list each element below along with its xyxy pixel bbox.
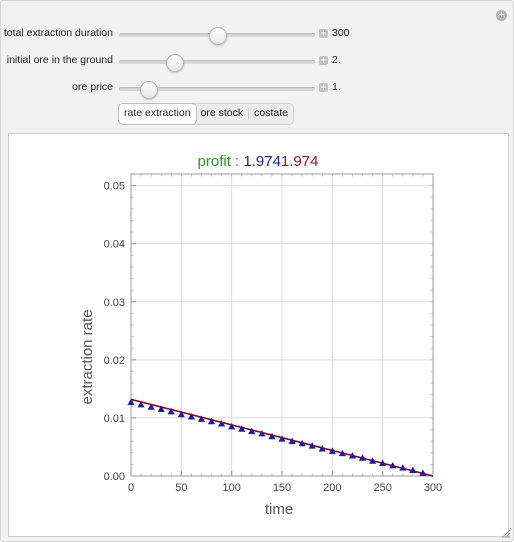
extraction-rate-point [409,466,417,473]
y-tick-label: 0.02 [104,355,125,367]
extraction-rate-point [348,452,357,459]
initial-ore-slider-thumb[interactable] [165,54,184,72]
extraction-rate-point [137,400,145,408]
profit-value-numeric: 1.974 [243,153,281,170]
resize-grip-icon[interactable] [499,527,511,539]
extraction-rate-point [187,413,195,420]
extraction-rate-point [238,425,246,432]
tab-rate-extraction[interactable]: rate extraction [119,104,196,124]
x-tick-label: 50 [175,482,187,494]
y-tick-label: 0.04 [104,239,125,251]
control-duration: total extraction duration + 300 [1,24,513,45]
duration-plus-icon[interactable]: + [319,28,328,38]
duration-slider[interactable] [119,27,315,45]
plot-area: profit : 1.9741.974 0 50 100 150 200 250 300 0.… [8,133,509,537]
ore-price-label: ore price [72,81,113,93]
extraction-rate-point [379,459,387,467]
extraction-rate-point [207,417,216,425]
extraction-rate-point [358,454,367,461]
axes: 0 50 100 150 200 250 300 0.00 0.01 0.02 0.03 0.04 0.… [104,173,442,494]
extraction-rate-point [298,439,306,447]
extraction-rate-point [389,461,397,469]
extraction-rate-point [157,405,165,413]
tab-divider [248,108,250,120]
extraction-rate-point [308,442,316,449]
view-selector: rate extraction ore stock costate [118,103,295,125]
extraction-rate-point [177,410,185,418]
extraction-rate-point [248,427,256,435]
tab-costate[interactable]: costate [254,107,289,119]
control-ore-price: ore price + 1. [1,78,513,99]
ore-price-value: 1. [332,81,341,93]
extraction-rate-point [318,445,326,452]
initial-ore-value: 2. [332,54,341,66]
control-initial-ore: initial ore in the ground + 2. [1,51,513,72]
x-tick-label: 150 [273,482,291,494]
y-axis-label: extraction rate [79,309,96,404]
profit-label: profit : [198,153,244,170]
extraction-rate-point [258,430,266,437]
y-tick-label: 0.05 [104,181,125,193]
extraction-rate-point [268,432,276,440]
extraction-rate-point [228,423,236,430]
initial-ore-plus-icon[interactable]: + [319,55,328,65]
x-tick-label: 250 [373,482,391,494]
x-tick-label: 0 [128,482,134,494]
extraction-rate-point [338,449,346,457]
extraction-rate-point [369,457,377,464]
tab-ore-stock[interactable]: ore stock [200,107,244,119]
extraction-rate-point [328,447,336,454]
x-axis-label: time [265,501,293,518]
ore-price-slider-thumb[interactable] [140,81,159,99]
ore-price-plus-icon[interactable]: + [319,82,328,92]
y-tick-label: 0.01 [104,413,125,425]
duration-label: total extraction duration [3,27,113,39]
initial-ore-label: initial ore in the ground [6,54,113,66]
extraction-rate-point [399,464,407,471]
profit-value-analytic: 1.974 [281,153,319,170]
grid [130,174,434,477]
extraction-rate-point [147,403,155,410]
duration-slider-thumb[interactable] [209,27,227,45]
ore-price-slider[interactable] [119,81,315,99]
panel-options-icon[interactable]: + [496,10,507,21]
y-tick-label: 0.00 [104,471,125,483]
extraction-rate-point [288,437,296,444]
series [127,398,434,477]
chart-title: profit : 1.9741.974 [198,153,319,170]
extraction-rate-point [419,469,427,476]
extraction-chart: profit : 1.9741.974 0 50 100 150 200 250 300 0.… [79,153,442,518]
x-tick-label: 300 [424,482,442,494]
extraction-rate-point [218,420,226,427]
y-tick-label: 0.03 [104,297,125,309]
extraction-rate-point [167,407,175,415]
duration-value: 300 [332,27,350,39]
x-tick-label: 200 [323,482,341,494]
initial-ore-slider[interactable] [119,54,315,72]
extraction-rate-point [127,398,135,406]
extraction-rate-point [197,415,206,422]
x-tick-label: 100 [222,482,240,494]
extraction-rate-point [278,435,286,442]
